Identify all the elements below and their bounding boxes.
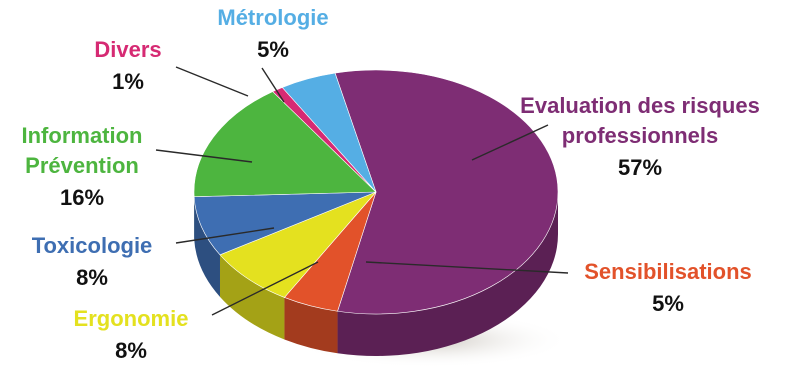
pie-slice-3 xyxy=(193,191,377,256)
leader-line-0 xyxy=(471,124,549,161)
slice-value-3: 8% xyxy=(76,265,108,290)
slice-value-0: 57% xyxy=(618,155,662,180)
slice-label-0-line-1: professionnels xyxy=(562,123,718,148)
slice-label-4-line-1: Prévention xyxy=(25,153,139,178)
slice-label-0-line-0: Evaluation des risques xyxy=(520,93,760,118)
pie-side-1 xyxy=(284,297,338,354)
pie-slice-4 xyxy=(193,91,377,197)
leader-lines xyxy=(155,66,569,316)
pie-side-3 xyxy=(194,196,220,297)
pie-slice-2 xyxy=(219,191,377,298)
pie-sides xyxy=(194,192,558,356)
pie-slice-6 xyxy=(281,72,377,193)
leader-line-1 xyxy=(365,261,569,274)
slice-value-4: 16% xyxy=(60,185,104,210)
slice-value-1: 5% xyxy=(652,291,684,316)
leader-line-2 xyxy=(211,261,319,316)
pie-tops xyxy=(193,69,559,315)
slice-label-4-line-0: Information xyxy=(22,123,143,148)
pie-side-2 xyxy=(219,254,285,340)
slice-label-6: Métrologie xyxy=(217,5,328,30)
leader-line-3 xyxy=(175,227,275,244)
slice-label-1: Sensibilisations xyxy=(584,259,752,284)
slice-value-2: 8% xyxy=(115,338,147,363)
leader-line-6 xyxy=(261,67,285,103)
slice-labels: Evaluation des risques professionnels 57% S… xyxy=(22,5,760,363)
slice-value-5: 1% xyxy=(112,69,144,94)
slice-value-6: 5% xyxy=(257,37,289,62)
slice-label-3: Toxicologie xyxy=(32,233,153,258)
slice-label-2: Ergonomie xyxy=(74,306,189,331)
pie-slice-0 xyxy=(334,69,559,315)
slice-label-5: Divers xyxy=(94,37,161,62)
leader-line-4 xyxy=(155,149,253,163)
pie-side-0 xyxy=(337,192,558,356)
leader-line-5 xyxy=(175,66,249,97)
